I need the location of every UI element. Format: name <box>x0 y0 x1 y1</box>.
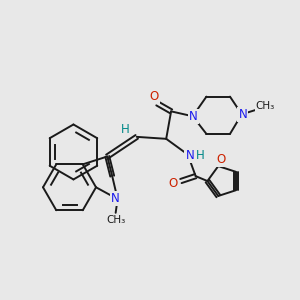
Text: O: O <box>217 153 226 166</box>
Text: O: O <box>150 90 159 103</box>
Text: N: N <box>189 110 198 123</box>
Text: N: N <box>111 192 120 205</box>
Text: O: O <box>168 178 178 190</box>
Text: CH₃: CH₃ <box>106 215 125 225</box>
Text: N: N <box>185 149 194 162</box>
Text: CH₃: CH₃ <box>256 101 275 111</box>
Text: H: H <box>196 149 205 162</box>
Text: H: H <box>121 122 129 136</box>
Text: N: N <box>238 108 247 121</box>
